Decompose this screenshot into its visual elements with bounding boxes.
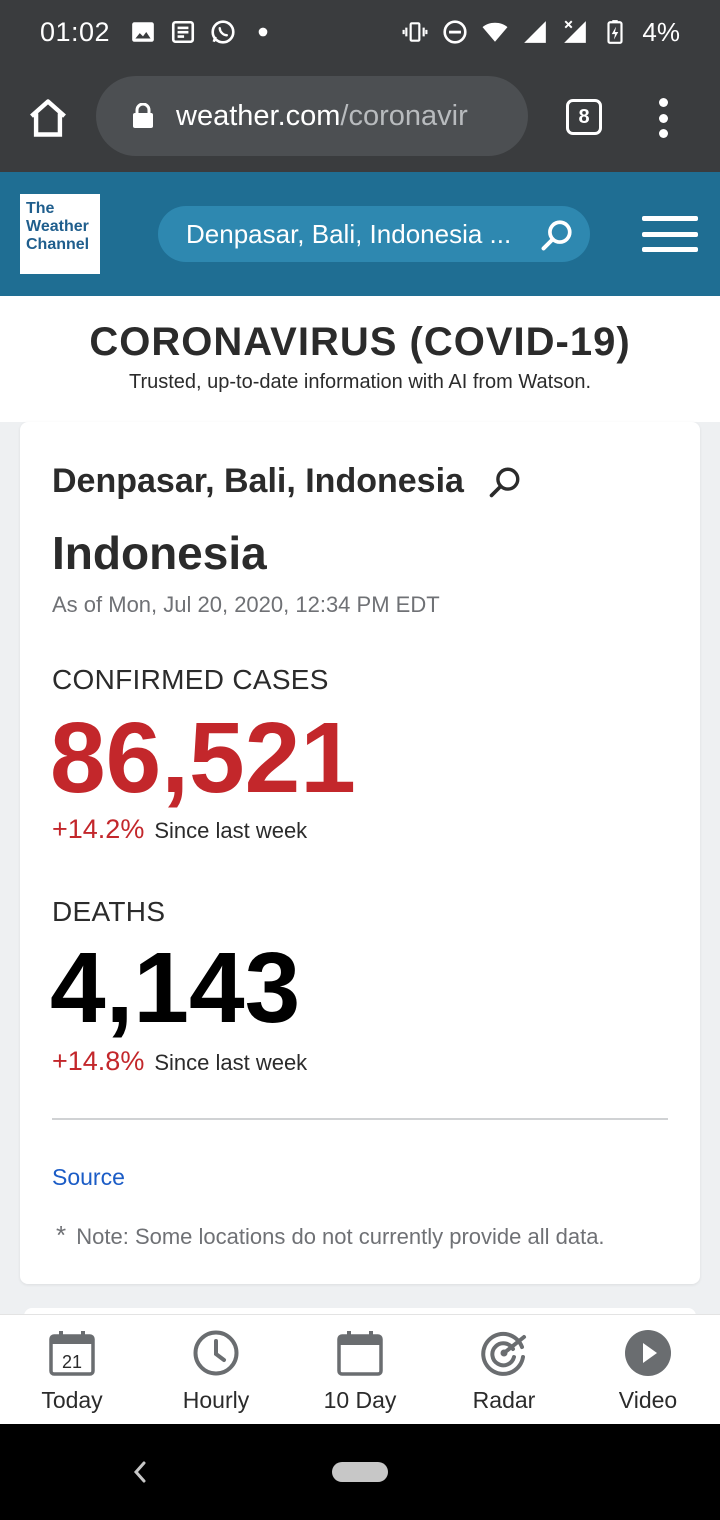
- nav-10day[interactable]: 10 Day: [288, 1315, 432, 1424]
- nav-today[interactable]: 21 Today: [0, 1315, 144, 1424]
- deaths-value: 4,143: [50, 932, 301, 1044]
- lock-icon: [133, 103, 153, 128]
- nav-label-hourly: Hourly: [182, 1387, 250, 1413]
- nav-video[interactable]: Video: [576, 1315, 720, 1424]
- page-subtitle: Trusted, up-to-date information with AI …: [128, 371, 592, 393]
- tab-count: 8: [578, 105, 590, 128]
- confirmed-cases-change: +14.2% Since last week: [52, 814, 307, 845]
- url-domain: weather.com: [176, 99, 341, 132]
- as-of-timestamp: As of Mon, Jul 20, 2020, 12:34 PM EDT: [52, 592, 440, 617]
- country-name: Indonesia: [52, 527, 267, 579]
- location-search-input[interactable]: Denpasar, Bali, Indonesia ...: [158, 206, 590, 262]
- note-asterisk: *: [56, 1220, 67, 1250]
- confirmed-cases-value: 86,521: [50, 702, 356, 814]
- page-header: CORONAVIRUS (COVID-19) Trusted, up-to-da…: [0, 296, 720, 422]
- home-icon[interactable]: [26, 96, 70, 140]
- deaths-change-label: Since last week: [154, 1050, 308, 1075]
- page-title: CORONAVIRUS (COVID-19): [89, 320, 631, 364]
- battery-charging-icon: [607, 20, 624, 44]
- battery-level: 4%: [642, 16, 680, 47]
- covid-stats-card: Denpasar, Bali, Indonesia Indonesia As o…: [20, 422, 700, 1284]
- signal-icon: [524, 21, 547, 43]
- whatsapp-icon: [211, 20, 235, 44]
- nav-label-10day: 10 Day: [323, 1387, 397, 1413]
- calendar-day-icon: 21: [49, 1331, 95, 1376]
- site-header: The Weather Channel Denpasar, Bali, Indo…: [0, 172, 720, 296]
- system-nav-bar: [0, 1424, 720, 1520]
- logo-line-3: Channel: [26, 236, 90, 253]
- url-bar[interactable]: weather.com/coronavir: [96, 76, 528, 156]
- divider: [52, 1118, 668, 1120]
- logo-line-2: Weather: [26, 218, 89, 235]
- radar-icon: [481, 1332, 526, 1376]
- data-note: * Note: Some locations do not currently …: [56, 1220, 605, 1251]
- signal-x-icon: [564, 20, 587, 43]
- main-content: CORONAVIRUS (COVID-19) Trusted, up-to-da…: [0, 296, 720, 1314]
- deaths-change-percent: +14.8%: [52, 1046, 145, 1076]
- dot-icon: [258, 27, 268, 37]
- source-link[interactable]: Source: [52, 1164, 125, 1190]
- status-bar: 01:02 4%: [0, 0, 720, 64]
- back-icon[interactable]: [128, 1458, 152, 1486]
- home-gesture-pill[interactable]: [332, 1462, 388, 1482]
- location-search-text: Denpasar, Bali, Indonesia ...: [186, 218, 512, 249]
- confirmed-cases-label: CONFIRMED CASES: [52, 664, 329, 695]
- nav-label-today: Today: [41, 1387, 103, 1413]
- next-card: [24, 1308, 696, 1314]
- vibrate-icon: [402, 22, 428, 42]
- bottom-nav: 21 Today Hourly 10 Day Radar Video: [0, 1314, 720, 1424]
- deaths-label: DEATHS: [52, 896, 166, 927]
- nav-radar[interactable]: Radar: [432, 1315, 576, 1424]
- calendar-day-number: 21: [62, 1352, 82, 1372]
- url-text: weather.com/coronavir: [176, 100, 468, 133]
- browser-menu-button[interactable]: [656, 98, 670, 138]
- news-icon: [172, 20, 195, 44]
- tab-switcher-button[interactable]: 8: [566, 99, 602, 135]
- calendar-icon: [337, 1331, 383, 1376]
- note-text: Note: Some locations do not currently pr…: [76, 1224, 605, 1249]
- search-icon[interactable]: [540, 218, 574, 252]
- nav-label-radar: Radar: [472, 1387, 536, 1413]
- play-icon: [625, 1330, 671, 1376]
- confirmed-change-percent: +14.2%: [52, 814, 145, 844]
- logo-line-1: The: [26, 200, 55, 217]
- image-icon: [132, 22, 154, 42]
- wifi-icon: [482, 22, 508, 42]
- hamburger-menu-icon[interactable]: [642, 216, 698, 252]
- deaths-change: +14.8% Since last week: [52, 1046, 307, 1077]
- location-row: Denpasar, Bali, Indonesia: [52, 462, 522, 501]
- location-name: Denpasar, Bali, Indonesia: [52, 462, 464, 500]
- nav-label-video: Video: [618, 1387, 678, 1413]
- browser-toolbar: weather.com/coronavir 8: [0, 64, 720, 172]
- dnd-icon: [443, 20, 468, 44]
- confirmed-change-label: Since last week: [154, 818, 308, 843]
- weather-channel-logo[interactable]: The Weather Channel: [20, 194, 100, 274]
- url-path: /coronavir: [340, 99, 468, 132]
- status-time: 01:02: [40, 16, 111, 47]
- search-icon[interactable]: [488, 465, 522, 499]
- nav-hourly[interactable]: Hourly: [144, 1315, 288, 1424]
- clock-icon: [193, 1330, 239, 1376]
